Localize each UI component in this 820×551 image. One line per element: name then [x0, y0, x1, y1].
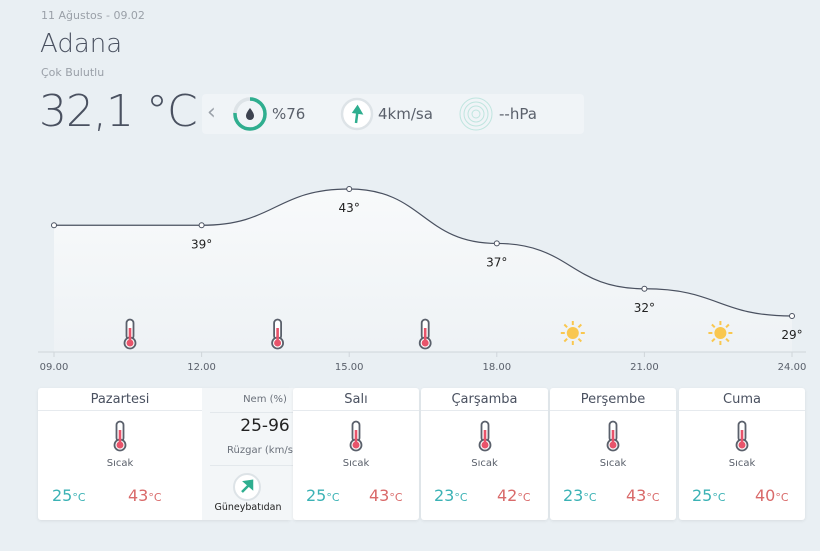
- sun-icon: [708, 321, 733, 345]
- day-desc: Sıcak: [471, 458, 498, 469]
- day-desc: Sıcak: [599, 458, 627, 469]
- high-temp: 42°C: [497, 486, 531, 505]
- thermometer-icon: [418, 318, 432, 350]
- pressure-value: --hPa: [499, 105, 537, 123]
- x-tick-label: 18.00: [482, 362, 511, 373]
- wind-direction: Güneybatıdan: [214, 502, 282, 513]
- pressure-icon: [459, 97, 493, 131]
- sun-icon: [560, 321, 585, 345]
- day-card[interactable]: Pazartesi Sıcak 25°C 43°C Nem (%) 25-96 …: [38, 388, 328, 520]
- humidity-label: Nem (%): [243, 394, 287, 405]
- hourly-temperature-chart: 09.00 39° 12.00 43° 15.00 37° 18.00 32° 21.00 29°…: [38, 186, 807, 373]
- x-tick-label: 15.00: [335, 362, 364, 373]
- wind-label: Rüzgar (km/sa): [227, 445, 303, 456]
- x-tick-label: 12.00: [187, 362, 216, 373]
- thermometer-icon: [733, 420, 751, 456]
- low-temp: 25°C: [692, 486, 726, 505]
- chevron-left-icon[interactable]: ‹: [207, 100, 216, 125]
- wind-arrow-icon: [340, 97, 374, 131]
- data-point: [641, 285, 648, 292]
- thermometer-icon: [347, 420, 365, 456]
- thermometer-icon: [123, 318, 137, 350]
- thermometer-icon: [476, 420, 494, 456]
- x-tick-label: 09.00: [40, 362, 69, 373]
- day-desc: Sıcak: [728, 458, 756, 469]
- day-desc: Sıcak: [342, 458, 370, 469]
- data-point: [51, 222, 57, 229]
- thermometer-icon: [604, 420, 622, 456]
- stats-bar: ‹ %76 4km/sa --hPa: [202, 94, 584, 134]
- condition: Çok Bulutlu: [41, 66, 105, 79]
- data-label: 32°: [634, 301, 655, 315]
- temperature-line: [53, 188, 793, 317]
- low-temp: 23°C: [563, 486, 597, 505]
- thermometer-icon: [271, 318, 285, 350]
- data-point: [493, 240, 500, 247]
- data-label: 43°: [339, 201, 360, 215]
- high-temp: 43°C: [369, 486, 403, 505]
- data-point: [346, 186, 353, 192]
- wind-direction-icon: [233, 473, 261, 501]
- data-label: 29°: [781, 328, 802, 342]
- city-name: Adana: [40, 29, 123, 59]
- chart-area: [54, 189, 792, 352]
- wind-value: 4km/sa: [378, 105, 433, 123]
- day-name: Pazartesi: [38, 388, 202, 411]
- day-card[interactable]: Salı Sıcak 25°C 43°C: [293, 388, 419, 520]
- high-temp: 43°C: [128, 486, 162, 505]
- low-temp: 23°C: [434, 486, 468, 505]
- x-tick-label: 21.00: [630, 362, 659, 373]
- low-temp: 25°C: [306, 486, 340, 505]
- day-name: Cuma: [679, 388, 805, 411]
- day-desc: Sıcak: [106, 458, 134, 469]
- day-card[interactable]: Cuma Sıcak 25°C 40°C: [679, 388, 805, 520]
- day-name: Salı: [293, 388, 419, 411]
- humidity-icon: [233, 97, 267, 131]
- day-name: Perşembe: [550, 388, 676, 411]
- current-temperature: 32,1 °C: [39, 86, 198, 137]
- day-name: Çarşamba: [421, 388, 548, 411]
- day-card[interactable]: Çarşamba Sıcak 23°C 42°C: [421, 388, 548, 520]
- humidity-range: 25-96: [240, 416, 290, 436]
- data-point: [789, 313, 795, 319]
- high-temp: 43°C: [626, 486, 660, 505]
- high-temp: 40°C: [755, 486, 789, 505]
- data-point: [198, 222, 205, 229]
- low-temp: 25°C: [52, 486, 86, 505]
- data-label: 39°: [191, 237, 212, 251]
- x-tick-label: 24.00: [778, 362, 807, 373]
- humidity-value: %76: [272, 105, 306, 123]
- date-time: 11 Ağustos - 09.02: [41, 9, 145, 22]
- data-label: 37°: [486, 255, 507, 269]
- thermometer-icon: [111, 420, 129, 456]
- day-card[interactable]: Perşembe Sıcak 23°C 43°C: [550, 388, 676, 520]
